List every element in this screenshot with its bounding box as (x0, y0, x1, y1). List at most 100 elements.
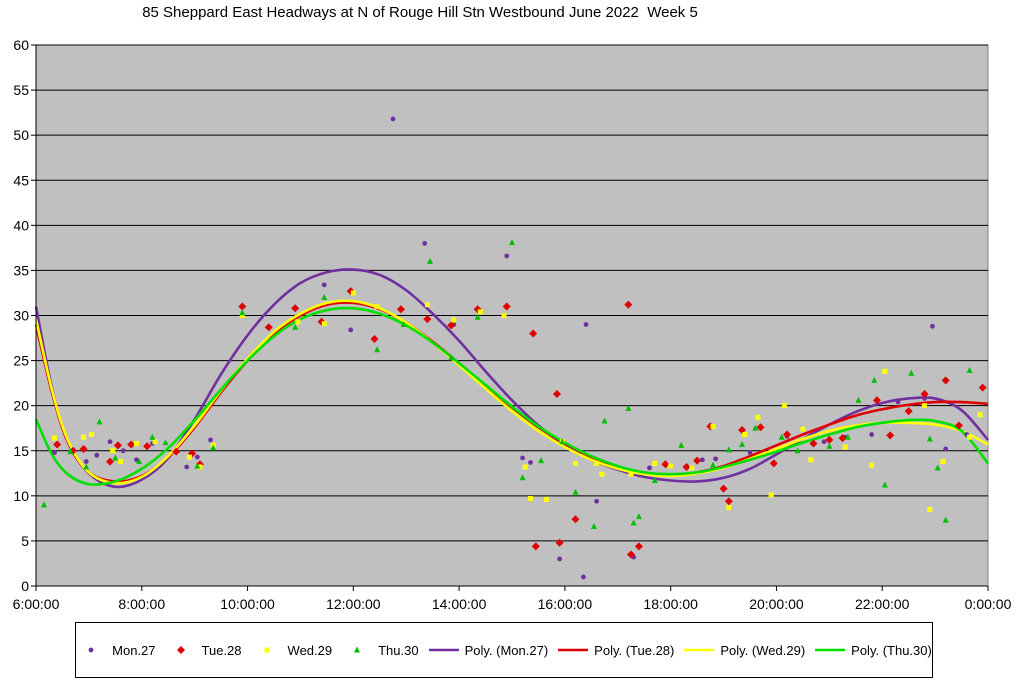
data-point (94, 452, 100, 458)
data-point (374, 346, 381, 353)
data-point (522, 464, 528, 470)
data-point (755, 414, 761, 420)
data-point (628, 471, 634, 477)
data-point (451, 317, 457, 323)
legend-key (815, 643, 846, 657)
y-tick-label: 60 (13, 37, 29, 53)
data-point (661, 460, 670, 469)
data-point (348, 327, 354, 333)
data-point (427, 257, 434, 264)
legend-key (684, 643, 715, 657)
data-point (264, 323, 273, 332)
y-tick-label: 50 (13, 127, 29, 143)
data-point (768, 492, 774, 498)
chart-plot: 0 5 10 15 20 25 30 35 40 45 50 55 60 6:00:00 8:00:00 10… (13, 37, 1012, 612)
legend-marker (264, 647, 270, 653)
data-point (370, 334, 379, 343)
data-point (448, 354, 455, 361)
y-tick-label: 15 (13, 443, 29, 459)
legend-marker (354, 646, 361, 653)
data-point (172, 447, 181, 456)
data-point (693, 456, 702, 465)
y-tick-label: 25 (13, 353, 29, 369)
data-point (844, 433, 851, 440)
data-point (350, 290, 356, 296)
legend-item: Tue.28 (166, 643, 242, 658)
legend-item: Poly. (Wed.29) (684, 643, 805, 658)
data-point (106, 457, 115, 466)
data-point (954, 421, 963, 430)
data-point (977, 412, 983, 418)
data-point (89, 432, 95, 438)
legend-marker (88, 647, 94, 653)
data-point (184, 464, 190, 470)
legend-key (342, 643, 372, 657)
legend-marker (176, 646, 185, 654)
data-point (869, 432, 875, 437)
data-point (572, 488, 579, 495)
x-tick-label: 0:00:00 (965, 596, 1012, 612)
data-point (194, 454, 200, 460)
data-point (321, 321, 327, 327)
data-point (83, 463, 90, 470)
data-point (208, 437, 213, 443)
data-point (769, 459, 778, 468)
data-point (934, 464, 941, 471)
data-point (96, 418, 103, 425)
legend-label: Poly. (Tue.28) (594, 642, 675, 658)
y-tick-label: 10 (13, 488, 29, 504)
data-point (531, 542, 540, 551)
data-point (555, 538, 564, 547)
data-point (855, 396, 862, 403)
data-point (197, 464, 203, 470)
data-point (652, 460, 658, 466)
legend-label: Thu.30 (378, 642, 419, 658)
data-point (107, 439, 113, 445)
data-point (594, 460, 600, 466)
data-point (599, 471, 605, 477)
data-point (543, 496, 549, 502)
data-point (943, 446, 949, 452)
data-point (678, 441, 685, 448)
data-point (895, 399, 901, 405)
legend-key (76, 643, 106, 657)
data-point (821, 439, 827, 445)
data-point (713, 456, 719, 462)
data-point (423, 315, 432, 324)
data-point (40, 501, 47, 508)
legend-key (558, 643, 589, 657)
data-point (601, 417, 608, 424)
data-point (941, 376, 950, 385)
data-point (374, 303, 380, 309)
data-point (630, 519, 637, 526)
legend-key (252, 643, 282, 657)
data-point (920, 389, 929, 398)
legend-item: Poly. (Mon.27) (428, 643, 548, 658)
data-point (194, 462, 201, 469)
data-point (794, 447, 801, 454)
data-point (559, 438, 566, 445)
data-point (872, 396, 881, 405)
data-point (926, 435, 933, 442)
data-point (700, 457, 705, 463)
legend-label: Wed.29 (287, 642, 333, 658)
data-point (668, 463, 674, 469)
legend-key (166, 643, 196, 657)
data-point (634, 542, 643, 551)
x-tick-label: 14:00:00 (432, 596, 487, 612)
y-tick-label: 45 (13, 172, 29, 188)
data-point (149, 433, 156, 440)
data-point (143, 442, 152, 451)
data-point (118, 459, 124, 465)
data-point (719, 484, 728, 493)
x-tick-label: 10:00:00 (220, 596, 275, 612)
y-tick-label: 55 (13, 82, 29, 98)
data-point (942, 516, 949, 523)
data-point (869, 462, 875, 468)
data-point (291, 304, 300, 313)
data-point (783, 430, 792, 439)
data-point (136, 458, 143, 465)
data-point (127, 440, 136, 449)
data-point (930, 323, 935, 329)
data-point (842, 444, 848, 450)
